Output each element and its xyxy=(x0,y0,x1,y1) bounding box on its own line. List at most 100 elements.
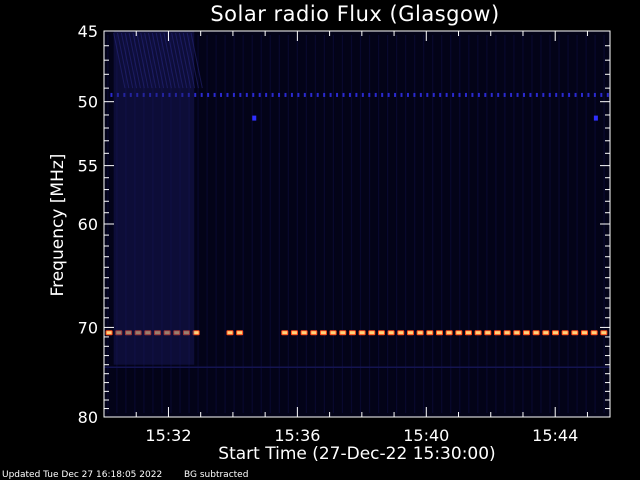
interference-dot xyxy=(561,92,564,97)
emission-texture xyxy=(155,32,168,89)
y-tick-label: 70 xyxy=(78,318,98,337)
striation xyxy=(495,35,497,413)
interference-core xyxy=(465,331,471,335)
emission-texture xyxy=(167,32,180,89)
emission-texture xyxy=(171,32,184,89)
interference-core xyxy=(378,331,384,335)
striation xyxy=(540,35,542,413)
y-tick-label: 55 xyxy=(78,157,98,176)
interference-dot xyxy=(548,92,551,97)
striation xyxy=(305,35,307,413)
interference-dot xyxy=(587,92,590,97)
interference-dot xyxy=(162,92,165,97)
interference-dot xyxy=(239,92,242,97)
spike-point xyxy=(593,115,598,121)
interference-dot xyxy=(516,92,519,97)
interference-dot xyxy=(265,92,268,97)
striation xyxy=(314,35,316,413)
interference-core xyxy=(349,331,355,335)
interference-core xyxy=(456,331,462,335)
interference-dot xyxy=(593,92,596,97)
interference-core xyxy=(237,331,243,335)
striation xyxy=(441,35,443,413)
striation xyxy=(531,35,533,413)
interference-dot xyxy=(316,92,319,97)
emission-texture xyxy=(186,32,199,89)
emission-texture xyxy=(163,32,176,89)
interference-dot xyxy=(606,92,609,97)
striation xyxy=(197,35,199,413)
interference-dot xyxy=(232,92,235,97)
interference-dot xyxy=(432,92,435,97)
interference-core xyxy=(533,331,539,335)
interference-dot xyxy=(290,92,293,97)
interference-dot xyxy=(419,92,422,97)
interference-dot xyxy=(342,92,345,97)
interference-dot xyxy=(400,92,403,97)
striation xyxy=(386,35,389,413)
interference-dot xyxy=(600,92,603,97)
interference-dot xyxy=(123,92,126,97)
striation xyxy=(296,35,298,413)
striation xyxy=(278,35,280,413)
interference-core xyxy=(514,331,520,335)
interference-dot xyxy=(426,92,429,97)
interference-core xyxy=(436,331,442,335)
interference-dot xyxy=(452,92,455,97)
interference-dot xyxy=(136,92,139,97)
interference-dot xyxy=(245,92,248,97)
interference-core xyxy=(154,331,160,335)
striation xyxy=(585,35,587,413)
interference-dot xyxy=(445,92,448,97)
interference-dot xyxy=(168,92,171,97)
interference-core xyxy=(388,331,394,335)
interference-dot xyxy=(194,92,197,97)
x-tick-label: 15:44 xyxy=(532,426,578,445)
interference-core xyxy=(125,331,131,335)
emission-texture xyxy=(178,32,192,89)
striation xyxy=(206,35,208,413)
interference-core xyxy=(291,331,297,335)
interference-dot xyxy=(258,92,261,97)
striation xyxy=(504,35,506,413)
striation xyxy=(423,35,425,413)
interference-core xyxy=(543,331,549,335)
interference-dot xyxy=(535,92,538,97)
interference-core xyxy=(398,331,404,335)
interference-dot xyxy=(458,92,461,97)
striation xyxy=(287,35,289,413)
striation xyxy=(405,35,407,413)
interference-dot xyxy=(226,92,229,97)
striation xyxy=(486,35,488,413)
striation xyxy=(170,35,172,413)
emission-texture xyxy=(182,32,196,89)
interference-core xyxy=(591,331,597,335)
interference-dot xyxy=(116,92,119,97)
interference-dot xyxy=(207,92,210,97)
striation xyxy=(377,35,380,413)
interference-dot xyxy=(574,92,577,97)
y-tick-label: 50 xyxy=(78,93,98,112)
striation xyxy=(125,35,127,413)
interference-dot xyxy=(387,92,390,97)
interference-core xyxy=(106,331,112,335)
striation xyxy=(224,35,226,413)
emission-texture xyxy=(113,32,126,89)
interference-core xyxy=(193,331,199,335)
emission-texture xyxy=(151,32,165,89)
interference-dot xyxy=(278,92,281,97)
emission-texture xyxy=(120,32,134,89)
interference-dot xyxy=(477,92,480,97)
y-tick-label: 60 xyxy=(78,215,98,234)
interference-dot xyxy=(522,92,525,97)
emission-texture xyxy=(159,32,172,89)
interference-core xyxy=(407,331,413,335)
striation xyxy=(477,35,479,413)
interference-dot xyxy=(580,92,583,97)
interference-dot xyxy=(129,92,132,97)
interference-core xyxy=(174,331,180,335)
x-axis-label: Start Time (27-Dec-22 15:30:00) xyxy=(218,444,496,464)
striation xyxy=(179,35,181,413)
interference-core xyxy=(581,331,587,335)
interference-dot xyxy=(484,92,487,97)
